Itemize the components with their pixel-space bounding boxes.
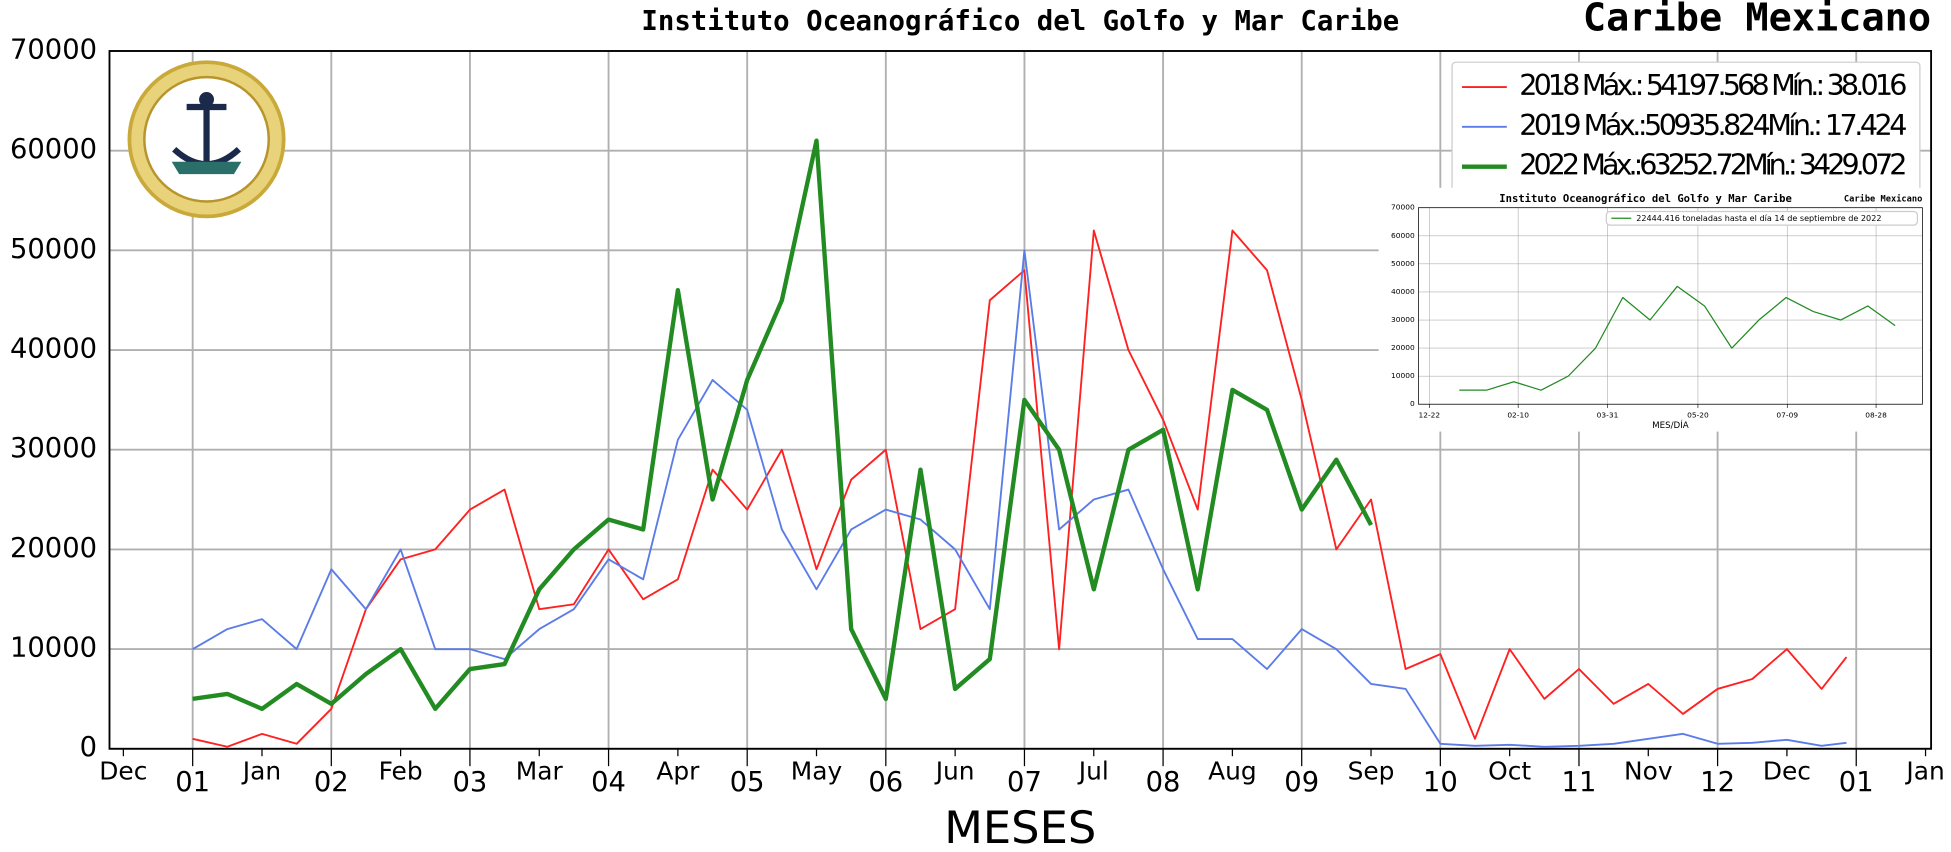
y-tick-label: 70000 xyxy=(10,34,97,65)
x-minor-tick-label: Jun xyxy=(934,756,975,785)
x-tick-label: 12-22 xyxy=(1419,410,1441,419)
y-tick-label: 70000 xyxy=(1391,203,1415,212)
series-line xyxy=(192,138,1373,712)
x-minor-tick-label: Dec xyxy=(99,756,147,785)
chart-title: Instituto Oceanográfico del Golfo y Mar … xyxy=(641,6,1399,37)
x-axis-label: MES/DÍA xyxy=(1652,419,1689,431)
legend-label: 2018 Máx.: 54197.568 Mín.: 38.016 xyxy=(1519,68,1907,102)
x-tick-label: 06 xyxy=(868,767,903,798)
x-tick-label: 05 xyxy=(730,767,765,798)
legend-label: 22444.416 toneladas hasta el día 14 de s… xyxy=(1636,213,1881,223)
series-line xyxy=(1459,285,1896,391)
x-tick-label: 10 xyxy=(1423,767,1458,798)
x-minor-tick-label: Feb xyxy=(379,756,423,785)
x-tick-label: 07 xyxy=(1007,767,1042,798)
logo xyxy=(127,60,286,219)
series-line xyxy=(192,229,1848,748)
x-minor-tick-label: Oct xyxy=(1488,756,1531,785)
y-tick-label: 40000 xyxy=(10,334,97,365)
y-tick-label: 10000 xyxy=(1391,371,1415,380)
plot-frame xyxy=(1418,207,1923,405)
y-tick-label: 30000 xyxy=(10,433,97,464)
x-tick-label: 01 xyxy=(175,767,210,798)
x-tick-label: 03-31 xyxy=(1597,410,1619,419)
y-tick-label: 60000 xyxy=(10,134,97,165)
chart-subtitle: Caribe Mexicano xyxy=(1583,0,1931,40)
y-tick-label: 50000 xyxy=(1391,259,1415,268)
legend-label: 2019 Máx.:50935.824Mín.: 17.424 xyxy=(1519,108,1907,142)
x-minor-tick-label: May xyxy=(791,756,842,785)
x-tick-label: 02 xyxy=(314,767,349,798)
x-minor-tick-label: Dec xyxy=(1763,756,1811,785)
x-tick-label: 09 xyxy=(1284,767,1319,798)
plot-frame xyxy=(108,50,1933,750)
x-minor-tick-label: Jul xyxy=(1077,756,1109,785)
x-minor-tick-label: Nov xyxy=(1624,756,1673,785)
x-minor-tick-label: Apr xyxy=(656,756,700,785)
y-tick-label: 30000 xyxy=(1391,315,1415,324)
x-tick-label: 01 xyxy=(1839,767,1874,798)
series-line xyxy=(192,249,1847,748)
legend-label: 2022 Máx.:63252.72Mín.: 3429.072 xyxy=(1519,148,1907,182)
y-tick-label: 10000 xyxy=(10,633,97,664)
y-tick-label: 40000 xyxy=(1391,287,1415,296)
x-tick-label: 04 xyxy=(591,767,626,798)
x-minor-tick-label: Aug xyxy=(1208,756,1257,785)
y-tick-label: 20000 xyxy=(1391,343,1415,352)
x-tick-label: 03 xyxy=(453,767,488,798)
x-minor-tick-label: Jan xyxy=(241,756,281,785)
x-minor-tick-label: Sep xyxy=(1348,756,1395,785)
x-tick-label: 11 xyxy=(1562,767,1597,798)
legend-box xyxy=(1605,210,1919,226)
x-tick-label: 08 xyxy=(1146,767,1181,798)
y-tick-label: 20000 xyxy=(10,533,97,564)
x-minor-tick-label: Jan xyxy=(1904,756,1944,785)
chart-title: Instituto Oceanográfico del Golfo y Mar … xyxy=(1499,193,1792,205)
x-minor-tick-label: Mar xyxy=(516,756,564,785)
x-tick-label: 08-28 xyxy=(1865,410,1887,419)
chart-subtitle: Caribe Mexicano xyxy=(1844,194,1922,205)
x-axis-label: MESES xyxy=(944,801,1096,852)
x-tick-label: 07-09 xyxy=(1776,410,1798,419)
x-tick-label: 12 xyxy=(1700,767,1735,798)
y-tick-label: 60000 xyxy=(1391,231,1415,240)
x-tick-label: 02-10 xyxy=(1507,410,1529,419)
x-tick-label: 05-20 xyxy=(1687,410,1709,419)
y-tick-label: 0 xyxy=(80,732,97,763)
y-tick-label: 50000 xyxy=(10,234,97,265)
inset-background xyxy=(1378,187,1930,432)
y-tick-label: 0 xyxy=(1410,399,1415,408)
